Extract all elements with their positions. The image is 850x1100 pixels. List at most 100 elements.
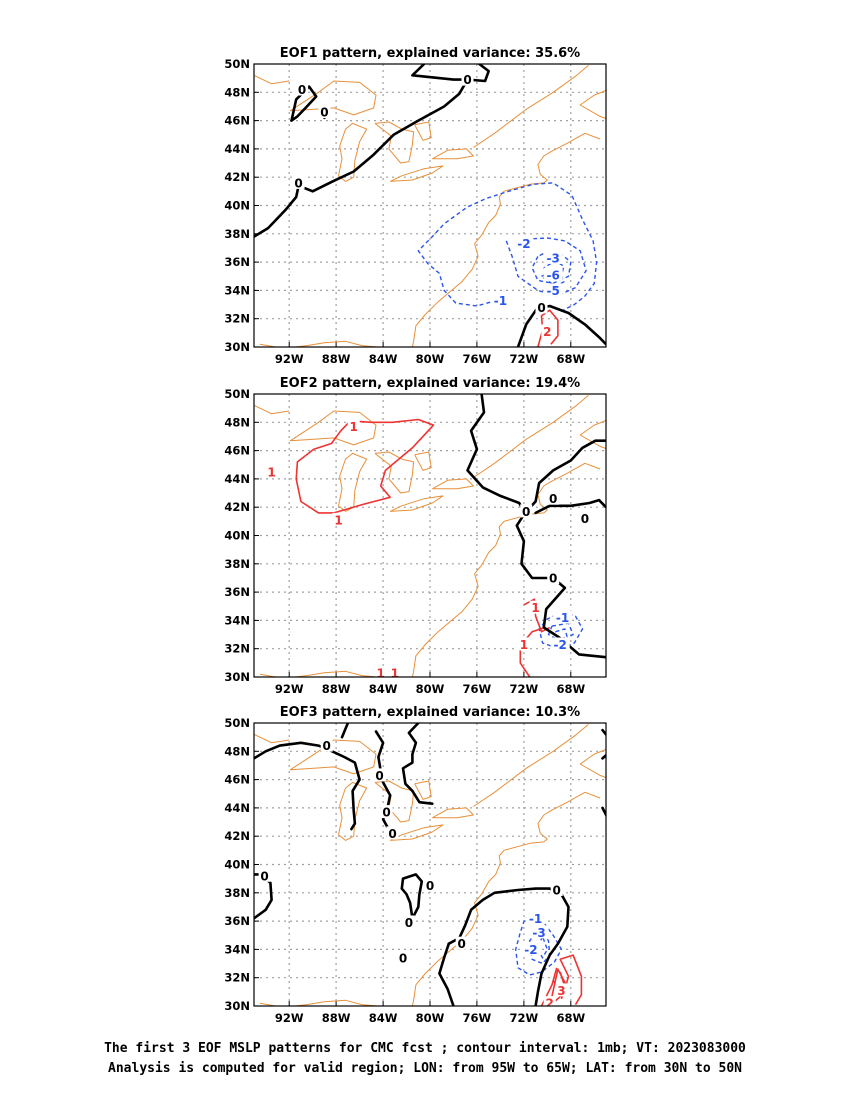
y-tick-label: 48N xyxy=(224,744,250,758)
negative-contour xyxy=(515,911,563,976)
x-tick-label: 88W xyxy=(322,352,351,366)
negative-contour xyxy=(505,237,587,297)
contour-label: 0 xyxy=(294,176,302,190)
zero-contour xyxy=(254,741,361,831)
y-tick-label: 42N xyxy=(224,829,250,843)
coastline xyxy=(389,165,444,182)
contour-label-bg xyxy=(265,464,278,478)
contour-label-bg xyxy=(296,82,309,96)
x-tick-label: 92W xyxy=(275,352,304,366)
contour-label: 0 xyxy=(388,827,396,841)
contour-label: 1 xyxy=(267,465,275,479)
panel-title: EOF3 pattern, explained variance: 10.3% xyxy=(280,705,580,720)
contour-label: 0 xyxy=(382,806,390,820)
contour-label-bg xyxy=(550,883,563,896)
coastline xyxy=(374,451,415,494)
contour-label-bg xyxy=(605,740,606,754)
x-tick-label: 76W xyxy=(463,1011,492,1025)
contour-label: -1 xyxy=(529,912,542,926)
contour-label: 0 xyxy=(608,741,616,755)
coastline xyxy=(579,89,606,120)
contour-label: -1 xyxy=(556,611,569,625)
coastline xyxy=(374,121,415,164)
contour-label: -5 xyxy=(547,284,560,298)
contour-label: -1 xyxy=(494,294,507,308)
y-tick-label: 50N xyxy=(224,387,250,401)
contour-label-bg xyxy=(547,491,560,505)
x-tick-label: 80W xyxy=(416,1011,445,1025)
contour-label-bg xyxy=(332,512,345,526)
plot-frame xyxy=(253,393,607,678)
eof-panel: EOF3 pattern, explained variance: 10.3% 9… xyxy=(224,705,616,1025)
x-tick-label: 76W xyxy=(463,352,492,366)
contour-label-bg xyxy=(543,996,556,1006)
x-tick-label: 84W xyxy=(369,352,398,366)
footer-line-2: Analysis is computed for valid region; L… xyxy=(108,1061,742,1076)
coastline xyxy=(579,748,606,779)
contour-label: 0 xyxy=(320,106,328,120)
y-tick-label: 46N xyxy=(224,773,250,787)
contour-label: 0 xyxy=(549,492,557,506)
grid xyxy=(254,64,606,347)
contour-label: 1 xyxy=(391,666,399,680)
x-tick-label: 92W xyxy=(275,682,304,696)
y-tick-label: 40N xyxy=(224,858,250,872)
y-tick-label: 42N xyxy=(224,500,250,514)
contour-label-bg xyxy=(543,283,563,297)
contour-label-bg xyxy=(397,950,409,964)
y-tick-label: 34N xyxy=(224,283,250,297)
contour-label: 1 xyxy=(531,601,539,615)
coastline xyxy=(338,781,368,841)
x-tick-label: 72W xyxy=(510,682,539,696)
x-tick-label: 72W xyxy=(510,1011,539,1025)
y-tick-label: 34N xyxy=(224,942,250,956)
negative-contour xyxy=(417,182,598,313)
contour-label-bg xyxy=(374,665,387,677)
contour-label: 0 xyxy=(537,301,545,315)
contour-label-bg xyxy=(521,942,541,956)
positive-contour xyxy=(295,418,435,514)
y-tick-label: 32N xyxy=(224,971,250,985)
x-tick-label: 80W xyxy=(416,682,445,696)
contour-label-bg xyxy=(373,768,386,782)
contour-label: 0 xyxy=(405,916,413,930)
contour-label: 0 xyxy=(553,884,561,898)
grid xyxy=(254,723,606,1006)
y-tick-label: 42N xyxy=(224,170,250,184)
y-tick-label: 40N xyxy=(224,199,250,213)
y-tick-label: 44N xyxy=(224,472,250,486)
contour-label: 1 xyxy=(350,420,358,434)
coastline xyxy=(389,824,444,841)
coastline xyxy=(259,340,378,347)
zero-contour xyxy=(534,498,606,515)
zero-contour xyxy=(438,942,455,1006)
coastline xyxy=(414,780,432,800)
coastline xyxy=(259,670,378,677)
zero-contour xyxy=(411,64,469,81)
contour-label-bg xyxy=(402,915,415,929)
contour-label-bg xyxy=(529,600,542,614)
x-tick-label: 68W xyxy=(556,352,585,366)
coastline xyxy=(254,404,290,415)
contour-label-bg xyxy=(578,511,591,525)
x-tick-label: 84W xyxy=(369,1011,398,1025)
contour-label-bg xyxy=(529,925,549,939)
coastline xyxy=(254,74,290,85)
contour-label-bg xyxy=(424,878,436,892)
zero-contour xyxy=(466,394,606,515)
footer-line-1: The first 3 EOF MSLP patterns for CMC fc… xyxy=(104,1041,746,1056)
contour-label: 1 xyxy=(520,638,528,652)
contour-label-bg xyxy=(455,936,468,950)
zero-contour xyxy=(516,304,606,347)
contour-label-bg xyxy=(553,610,573,624)
x-tick-label: 80W xyxy=(416,352,445,366)
contour-label: 2 xyxy=(543,325,551,339)
contour-label: 0 xyxy=(549,572,557,586)
zero-contour xyxy=(290,85,318,122)
coastline xyxy=(414,121,432,141)
coastline xyxy=(259,999,378,1006)
y-tick-label: 30N xyxy=(224,999,250,1013)
contour-label-bg xyxy=(388,665,401,677)
zero-contour xyxy=(515,511,606,659)
plot-frame xyxy=(253,722,607,1007)
